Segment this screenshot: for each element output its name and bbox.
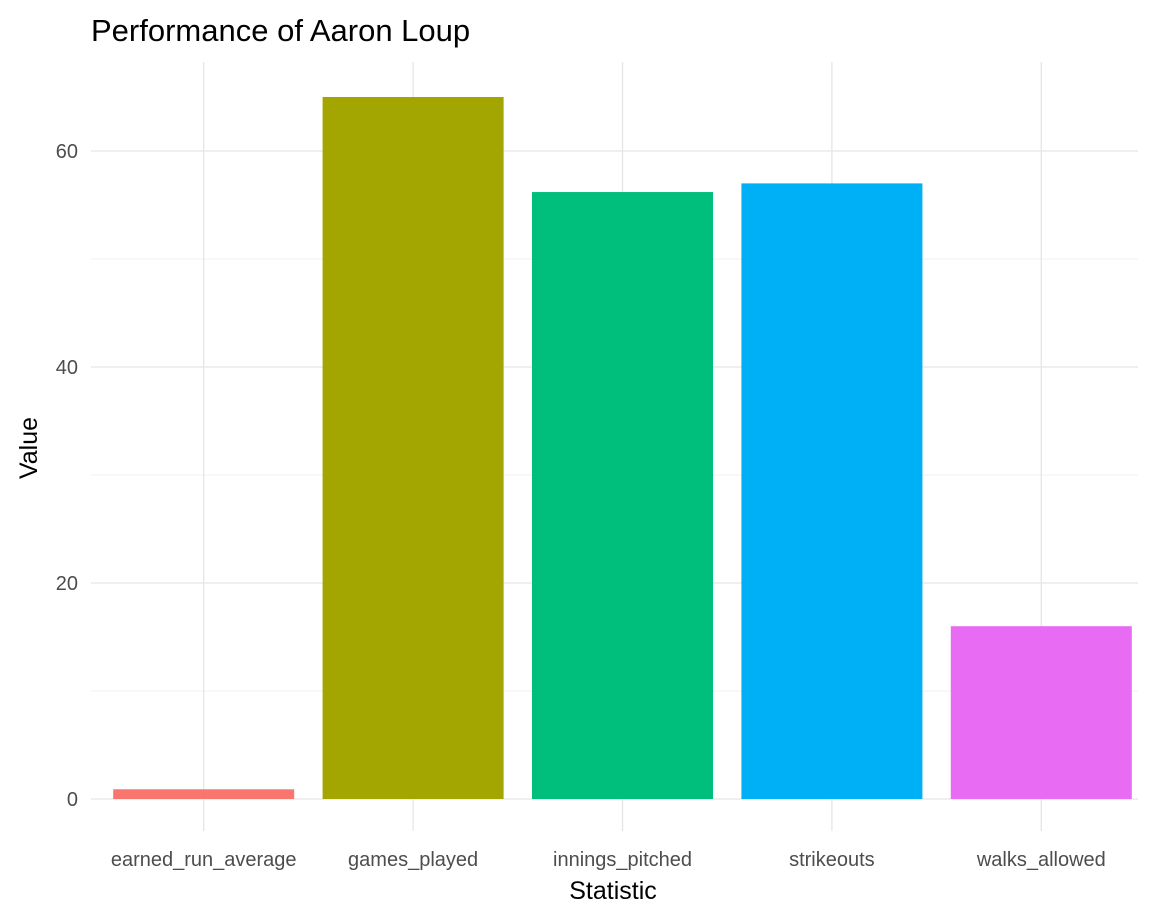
y-axis-title: Value — [15, 417, 43, 479]
y-tick-label: 0 — [67, 789, 78, 811]
y-tick-labels: 0 20 40 60 — [56, 141, 78, 811]
y-tick-label: 40 — [56, 357, 78, 379]
bar-strikeouts — [741, 183, 923, 799]
x-tick-label: earned_run_average — [111, 849, 297, 871]
bar-earned_run_average — [113, 789, 295, 799]
y-tick-label: 20 — [56, 573, 78, 595]
bar-walks_allowed — [950, 626, 1132, 799]
chart-title: Performance of Aaron Loup — [91, 13, 470, 48]
y-tick-label: 60 — [56, 141, 78, 163]
x-tick-labels: earned_run_average games_played innings_pi… — [111, 849, 1106, 871]
x-tick-label: walks_allowed — [976, 849, 1106, 871]
x-tick-label: innings_pitched — [553, 849, 692, 871]
bar-innings_pitched — [532, 192, 713, 800]
bars — [113, 97, 1132, 800]
bar-games_played — [322, 97, 504, 799]
x-axis-title: Statistic — [569, 877, 657, 905]
x-tick-label: strikeouts — [789, 849, 875, 871]
x-tick-label: games_played — [348, 849, 478, 871]
